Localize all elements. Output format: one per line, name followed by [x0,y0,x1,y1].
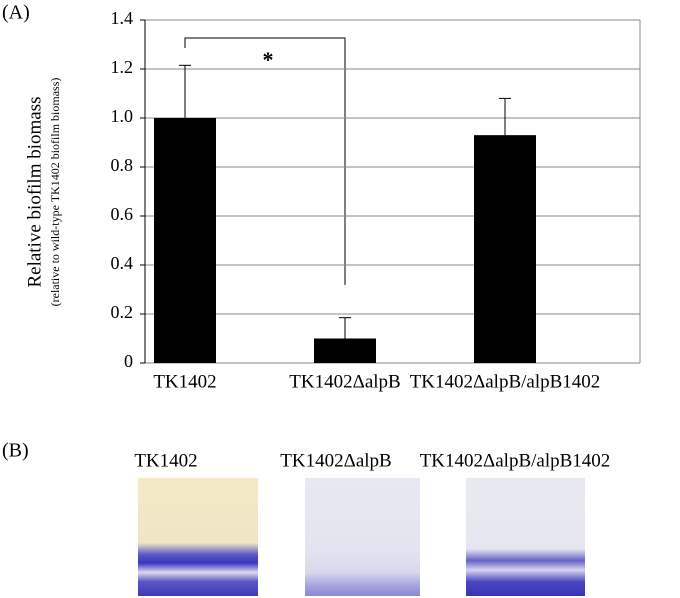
annotation: * [263,47,274,72]
well-image [305,478,420,596]
y-axis-label: Relative biofilm biomass [24,96,45,287]
y-tick-label: 1.0 [111,106,134,126]
x-tick-label: TK1402 [153,371,216,392]
image-label: TK1402ΔalpB/alpB1402 [420,450,611,471]
significance-bracket [184,37,346,285]
y-tick-label: 0 [124,351,133,371]
bar [314,338,376,363]
x-tick-label: TK1402ΔalpB [289,371,400,392]
bar [474,135,536,363]
y-tick-label: 0.6 [111,204,134,224]
y-tick-label: 0.4 [111,253,134,273]
panel-label: (B) [2,440,29,462]
image-label: TK1402ΔalpB [280,450,391,471]
well-image [466,478,585,596]
y-tick-label: 0.8 [111,155,134,175]
image-label: TK1402 [134,450,197,471]
bar [154,118,216,363]
y-tick-label: 1.2 [111,57,134,77]
well-image [138,478,258,596]
x-tick-label: TK1402ΔalpB/alpB1402 [410,371,601,392]
y-axis-sublabel: (relative to wild-type TK1402 biofilm bi… [48,78,62,307]
panel-label: (A) [2,2,30,24]
y-tick-label: 1.4 [111,8,134,28]
y-tick-label: 0.2 [111,302,134,322]
